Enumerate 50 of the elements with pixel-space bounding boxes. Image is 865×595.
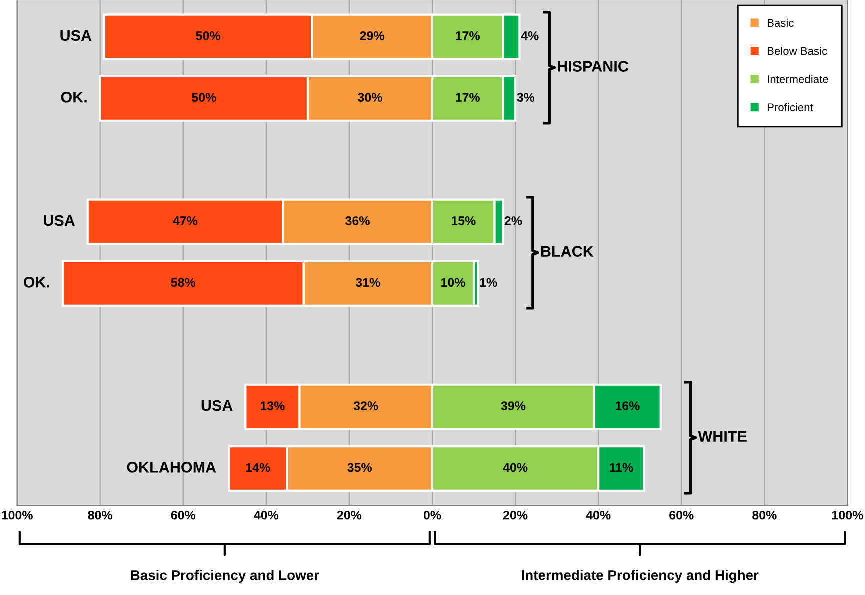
annotation: WHITE [698, 431, 747, 442]
y-tick-label: OK. [24, 276, 50, 288]
data-label: 1% [480, 278, 498, 288]
data-label: 15% [452, 216, 476, 226]
x-tick-label: 80% [88, 510, 113, 520]
data-label: 14% [246, 463, 270, 472]
data-label: 13% [260, 402, 285, 410]
x-tick-label: 60% [670, 510, 694, 520]
y-tick-label: USA [202, 400, 233, 412]
data-label: 39% [501, 402, 526, 410]
annotation: BLACK [541, 246, 594, 257]
x-tick-label: 80% [752, 510, 777, 520]
data-label: 47% [173, 216, 198, 226]
y-tick-label: OK. [61, 92, 87, 103]
data-label: 31% [356, 278, 380, 288]
x-tick-label: 100% [832, 510, 864, 520]
legend-label: Proficient [768, 103, 814, 112]
x-tick-label: 40% [586, 510, 611, 520]
data-label: 30% [358, 93, 382, 102]
text: Intermediate Proficiency and Higher [522, 570, 759, 584]
data-label: 16% [616, 402, 640, 410]
legend-label: Intermediate [768, 75, 828, 84]
x-tick-label: 60% [171, 510, 196, 520]
y-tick-label: USA [60, 30, 92, 42]
data-label: 11% [610, 463, 634, 472]
annotation: HISPANIC [558, 61, 629, 72]
data-label: 2% [504, 216, 522, 226]
y-tick-label: USA [44, 215, 76, 226]
data-label: 10% [442, 278, 466, 288]
data-label: 17% [456, 32, 480, 40]
x-tick-label: 40% [254, 510, 279, 520]
text: Basic Proficiency and Lower [131, 570, 320, 584]
data-label: 32% [354, 402, 378, 410]
legend-label: Basic [768, 18, 794, 28]
data-label: 58% [171, 278, 196, 288]
data-label: 17% [456, 93, 480, 102]
x-tick-label: 20% [503, 510, 528, 520]
data-label: 36% [346, 216, 370, 226]
data-label: 29% [360, 32, 384, 40]
data-label: 4% [521, 32, 539, 40]
legend-label: Below Basic [768, 47, 828, 56]
data-label: 50% [192, 93, 216, 102]
x-tick-label: 0% [424, 510, 442, 520]
data-label: 35% [348, 463, 372, 472]
data-label: 3% [517, 93, 535, 102]
y-tick-label: OKLAHOMA [127, 462, 216, 473]
x-tick-label: 100% [2, 510, 33, 520]
data-label: 40% [503, 463, 528, 472]
x-tick-label: 20% [337, 510, 362, 520]
data-label: 50% [196, 32, 220, 40]
